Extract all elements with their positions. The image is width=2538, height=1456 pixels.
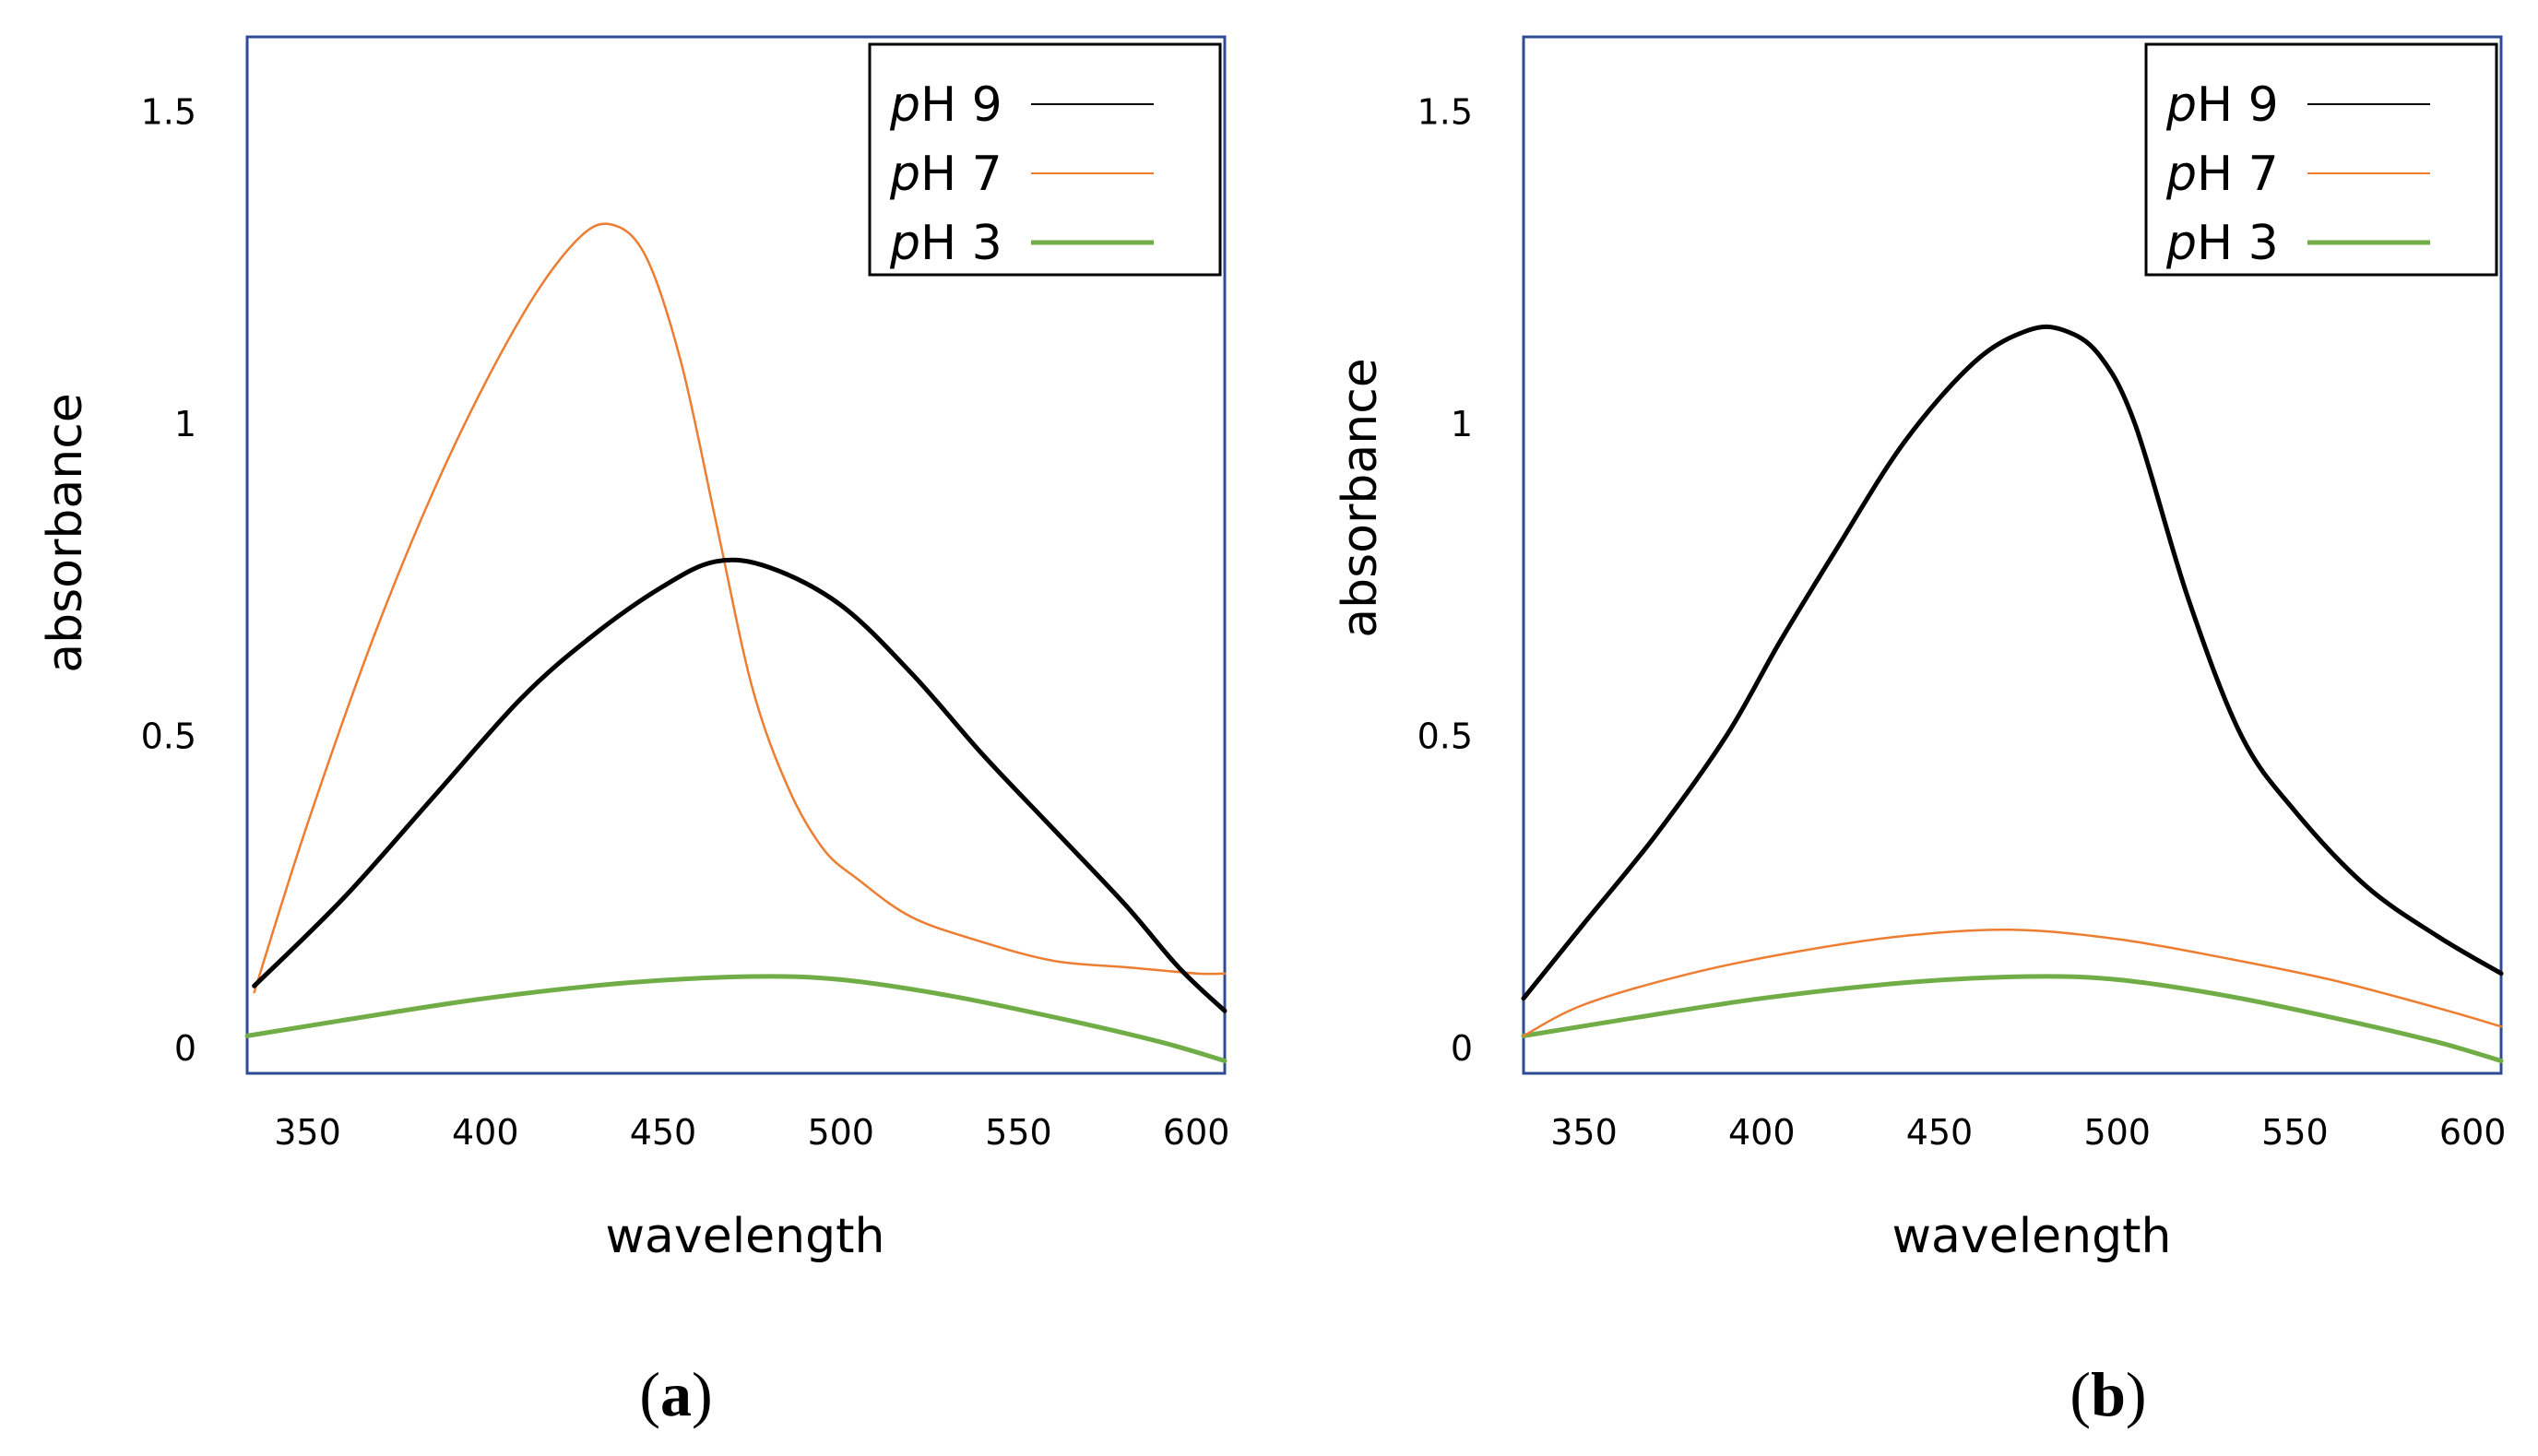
legend-box [868,42,1222,277]
y-tick-label: 0 [1451,1028,1473,1069]
legend-entry-ph-7: pH 7 [2165,147,2430,202]
legend-entry-ph-3: pH 3 [889,216,1154,271]
chart-panel-b: 0 0.5 1 1.5 350 400 450 500 550 600 absorbance w… [1333,35,2506,1429]
legend-label-italic: p [889,147,920,202]
legend-label: pH 3 [2165,216,2279,271]
legend-entries: pH 9pH 7pH 3 [2165,77,2430,271]
legend-label-rest: H 7 [920,147,1002,202]
x-tick-label: 600 [1163,1112,1230,1153]
series-line-ph-7 [253,222,1227,994]
x-tick-label: 600 [2439,1112,2507,1153]
x-tick-labels: 350 400 450 500 550 600 [274,1112,1229,1153]
y-tick-label: 1.5 [141,91,196,132]
y-tick-label: 1.5 [1417,91,1473,132]
legend-label-rest: H 9 [920,77,1002,133]
series-line-ph-3 [244,974,1227,1063]
x-tick-label: 450 [1906,1112,1974,1153]
series-line-ph-3 [1521,974,2504,1063]
legend-label-italic: p [889,216,920,271]
panel-label-open: ( [639,1359,660,1429]
legend-entry-ph-9: pH 9 [2165,77,2430,133]
legend-label-rest: H 9 [2197,77,2279,133]
series-layer [244,222,1227,1063]
plot-frame [245,35,1227,1075]
x-axis-title: wavelength [606,1209,885,1264]
y-tick-label: 0.5 [1417,716,1473,756]
legend-label: pH 7 [2165,147,2279,202]
legend: pH 9pH 7pH 3 [868,42,1222,277]
x-tick-label: 450 [630,1112,697,1153]
panel-label-a: (a) [639,1359,712,1429]
y-tick-label: 0.5 [141,716,196,756]
legend-label-italic: p [2165,216,2197,271]
y-tick-label: 1 [174,404,196,444]
legend-entry-ph-7: pH 7 [889,147,1154,202]
series-line-ph-9 [252,557,1227,1013]
legend-label-italic: p [2165,147,2197,202]
x-tick-label: 350 [1550,1112,1618,1153]
legend-entry-ph-3: pH 3 [2165,216,2430,271]
y-axis-title: absorbance [1333,358,1388,638]
legend-label: pH 9 [2165,77,2279,133]
legend-label: pH 3 [889,216,1002,271]
series-layer [1521,324,2504,1063]
x-axis-title: wavelength [1892,1209,2172,1264]
legend-label: pH 9 [889,77,1002,133]
panel-label-close: ) [2126,1359,2147,1429]
legend-label-italic: p [889,77,920,133]
x-tick-label: 400 [1728,1112,1796,1153]
legend-label-rest: H 7 [2197,147,2279,202]
x-tick-label: 550 [985,1112,1052,1153]
legend-label-rest: H 3 [2197,216,2279,271]
x-tick-label: 500 [2083,1112,2151,1153]
legend-entry-ph-9: pH 9 [889,77,1154,133]
legend-label-rest: H 3 [920,216,1002,271]
panel-label-b: (b) [2070,1359,2146,1429]
y-tick-labels: 0 0.5 1 1.5 [1417,91,1473,1069]
y-axis-title: absorbance [38,393,93,673]
legend-label: pH 7 [889,147,1002,202]
panel-label-close: ) [692,1359,713,1429]
legend-box [2144,42,2498,277]
x-tick-labels: 350 400 450 500 550 600 [1550,1112,2506,1153]
panel-label-letter: b [2091,1359,2126,1429]
y-tick-label: 1 [1451,404,1473,444]
legend-entries: pH 9pH 7pH 3 [889,77,1154,271]
x-tick-label: 500 [807,1112,874,1153]
x-tick-label: 350 [274,1112,341,1153]
panel-label-open: ( [2070,1359,2091,1429]
chart-panel-a: 0 0.5 1 1.5 350 400 450 500 550 600 absorbance w… [38,35,1229,1429]
panel-label-letter: a [660,1359,692,1429]
x-tick-label: 550 [2261,1112,2329,1153]
plot-frame [1522,35,2503,1075]
series-line-ph-7 [1522,928,2503,1037]
y-tick-label: 0 [174,1028,196,1069]
legend: pH 9pH 7pH 3 [2144,42,2498,277]
series-line-ph-9 [1521,324,2504,1001]
y-tick-labels: 0 0.5 1 1.5 [141,91,196,1069]
x-tick-label: 400 [452,1112,519,1153]
legend-label-italic: p [2165,77,2197,133]
